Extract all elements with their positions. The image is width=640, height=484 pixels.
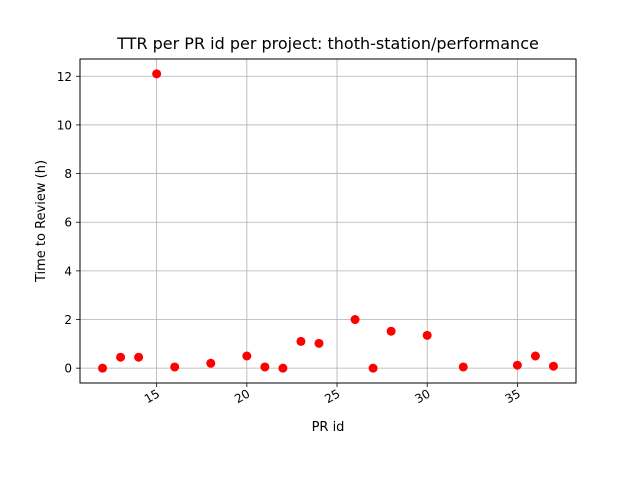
y-tick-label: 6 [64,216,72,230]
y-axis-ticks: 0 2 4 6 8 10 12 [57,70,80,376]
grid-lines [80,59,576,383]
data-point [458,362,468,372]
data-point [170,362,180,372]
data-point [98,363,108,373]
data-point [134,352,144,362]
x-tick-label: 35 [503,386,523,406]
y-tick-label: 10 [57,118,72,132]
data-point [296,336,306,346]
data-point [422,330,432,340]
x-axis-ticks: 15 20 25 30 35 [142,383,523,406]
data-point [242,351,252,361]
plot-frame [79,58,577,384]
data-points [98,69,558,373]
x-tick-label: 15 [142,386,162,406]
chart-title: TTR per PR id per project: thoth-station… [116,34,539,53]
data-point [548,361,558,371]
y-tick-label: 8 [64,167,72,181]
y-tick-label: 2 [64,313,72,327]
y-tick-label: 4 [64,264,72,278]
data-point [116,352,126,362]
data-point [368,363,378,373]
x-tick-label: 30 [412,386,432,406]
y-tick-label: 12 [57,70,72,84]
data-point [152,69,162,79]
data-point [512,360,522,370]
data-point [386,326,396,336]
data-point [260,362,270,372]
data-point [206,358,216,368]
y-axis-label: Time to Review (h) [34,160,49,283]
y-tick-label: 0 [64,362,72,376]
x-tick-label: 25 [322,386,342,406]
data-point [530,351,540,361]
x-tick-label: 20 [232,386,252,406]
data-point [350,315,360,325]
data-point [278,363,288,373]
x-axis-label: PR id [312,420,345,435]
data-point [314,338,324,348]
